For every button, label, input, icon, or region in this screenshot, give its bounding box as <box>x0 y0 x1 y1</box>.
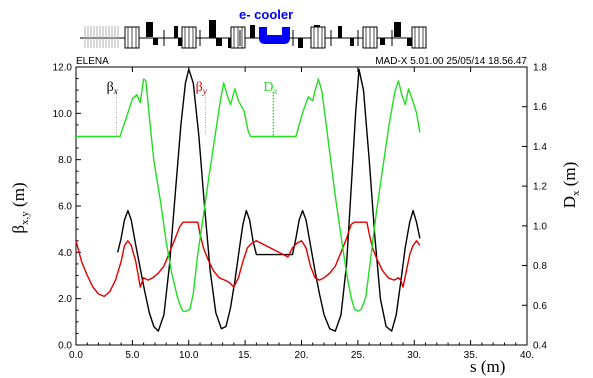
y-left-title-main: β <box>9 225 28 234</box>
x-tick-label: 20. <box>295 350 309 361</box>
quad-marker <box>146 22 153 37</box>
series-label-βx: βx <box>107 80 118 96</box>
quad-marker <box>394 22 401 37</box>
y-left-tick-label: 10.0 <box>53 109 73 120</box>
y-left-tick-label: 12.0 <box>53 63 73 74</box>
quad-marker <box>153 38 158 45</box>
y-right-tick-label: 0.8 <box>533 261 547 272</box>
series-line-βx <box>117 68 421 332</box>
quad-marker <box>209 20 216 38</box>
y-right-title-main: D <box>560 196 579 208</box>
y-right-tick-label: 1.2 <box>533 182 547 193</box>
y-right-title-unit: (m) <box>560 162 579 191</box>
x-tick-label: 0.0 <box>69 350 83 361</box>
dipole-boxes <box>124 26 427 49</box>
quad-marker <box>250 25 255 38</box>
x-tick-label: 30. <box>407 350 421 361</box>
y-right-tick-label: 1.4 <box>533 142 547 153</box>
y-left-title-unit: (m) <box>9 182 28 211</box>
cooler-magnet-icon <box>259 27 290 44</box>
series-line-dx <box>76 78 421 312</box>
quad-marker <box>350 38 354 46</box>
quad-marker <box>216 38 222 46</box>
y-left-tick-label: 6.0 <box>58 202 72 213</box>
lattice-strip: e- cooler <box>80 7 427 49</box>
series-line-βy <box>75 221 421 298</box>
y-left-tick-label: 2.0 <box>58 294 72 305</box>
axis-ticks: 0.0 5.0 10.0 15. 20. 25. 30. 35. 40. 0.0 2.0 4.0 6.0… <box>53 63 548 362</box>
y-right-tick-label: 1.6 <box>533 102 547 113</box>
x-tick-label: 25. <box>351 350 365 361</box>
y-right-tick-label: 1.0 <box>533 221 547 232</box>
y-right-tick-label: 0.4 <box>533 341 547 352</box>
quad-marker <box>174 26 178 38</box>
x-tick-label: 40. <box>520 350 534 361</box>
thin-element-markers <box>84 26 393 48</box>
y-right-title-sub: x <box>570 190 582 196</box>
program-info: MAD-X 5.01.00 25/05/14 18.56.47 <box>375 56 527 67</box>
x-tick-label: 5.0 <box>125 350 139 361</box>
x-tick-label: 35. <box>464 350 478 361</box>
quad-marker <box>178 38 182 46</box>
cooler-label: e- cooler <box>239 7 293 22</box>
series-labels: βx βy Dx <box>107 80 278 96</box>
y-right-axis-title: Dx (m) <box>560 162 582 209</box>
x-axis-title: s (m) <box>470 357 505 376</box>
guide-lines <box>116 92 275 136</box>
machine-label: ELENA <box>76 56 109 67</box>
curves <box>75 68 421 332</box>
y-right-tick-label: 0.6 <box>533 301 547 312</box>
plot-frame <box>75 66 528 346</box>
y-left-axis-title: βx,y (m) <box>9 182 31 233</box>
y-left-tick-label: 8.0 <box>58 155 72 166</box>
y-left-title-sub: x,y <box>19 211 31 225</box>
x-tick-label: 15. <box>238 350 252 361</box>
quad-marker <box>407 38 412 46</box>
series-label-dx: Dx <box>263 80 277 96</box>
quad-marker <box>380 38 385 45</box>
y-left-tick-label: 0.0 <box>58 341 72 352</box>
y-left-tick-label: 4.0 <box>58 248 72 259</box>
quad-marker <box>338 26 342 38</box>
y-right-tick-label: 1.8 <box>533 63 547 74</box>
x-tick-label: 10.0 <box>179 350 199 361</box>
quad-marker <box>298 38 303 48</box>
series-label-βy: βy <box>196 80 207 96</box>
